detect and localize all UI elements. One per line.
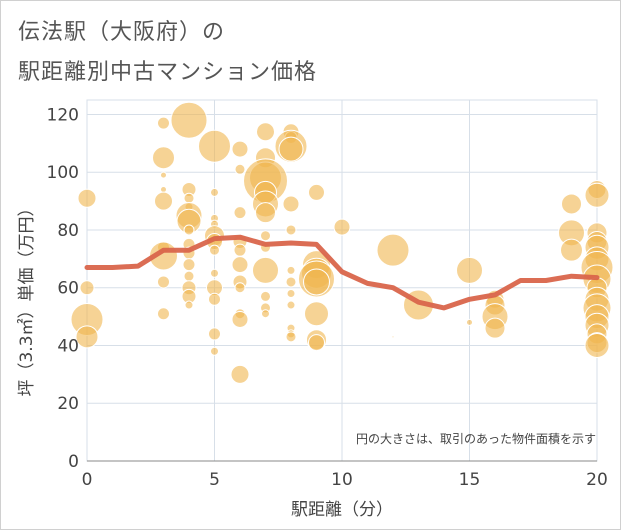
y-tick-label: 100 <box>47 163 79 183</box>
bubble-point <box>252 256 279 284</box>
bubble-point <box>170 101 208 139</box>
bubble-point <box>234 282 246 294</box>
bubble-point <box>157 275 170 289</box>
bubble-point <box>230 364 250 384</box>
bubble-point <box>198 129 231 163</box>
bubble-point <box>233 243 247 257</box>
bubble-point <box>466 318 473 326</box>
bubble-point <box>584 332 610 358</box>
bubble-point <box>182 258 196 272</box>
y-tick-label: 60 <box>57 279 79 299</box>
x-tick-label: 15 <box>459 470 481 490</box>
bubble-point <box>285 331 297 343</box>
bubble-point <box>77 188 97 208</box>
average-price-line <box>84 234 600 311</box>
bubble-point <box>256 122 275 142</box>
bubble-point <box>183 224 195 236</box>
bubble-point <box>183 270 195 282</box>
bubble-point <box>209 244 220 256</box>
bubble-point <box>210 268 219 278</box>
bubble-point <box>308 183 325 201</box>
chart-title-line-2: 駅距離別中古マンション価格 <box>18 60 318 85</box>
bubble-point <box>286 265 296 275</box>
size-annotation: 円の大きさは、取引のあった物件面積を示す <box>356 431 596 446</box>
chart-title-line-1: 伝法駅（大阪府）の <box>18 20 226 45</box>
bubble-point <box>560 238 583 262</box>
x-tick-label: 0 <box>82 470 93 490</box>
bubble-point <box>285 276 297 288</box>
bubble-point <box>260 230 271 242</box>
bubble-point <box>208 292 221 306</box>
bubble-point <box>160 171 167 179</box>
bubble-point <box>152 146 175 170</box>
bubble-point <box>333 218 351 236</box>
bubble-point <box>75 325 99 349</box>
bubble-point <box>286 300 296 310</box>
x-tick-label: 20 <box>586 470 608 490</box>
axis-layer: 0 20 40 60 80 100 120 0 5 10 15 20 <box>47 105 608 490</box>
bubble-point <box>282 195 300 213</box>
bubble-point <box>376 233 410 267</box>
y-tick-label: 40 <box>57 336 79 356</box>
y-tick-label: 0 <box>68 452 79 472</box>
bubble-point <box>208 327 221 341</box>
bubble-point <box>303 268 330 296</box>
x-tick-label: 5 <box>209 470 220 490</box>
line-layer <box>84 234 600 311</box>
bubble-point <box>157 116 170 130</box>
bubble-point <box>285 224 297 236</box>
bubble-point <box>231 140 249 158</box>
bubble-point <box>231 256 249 274</box>
bubble-point <box>79 280 95 296</box>
bubble-point <box>561 193 582 215</box>
bubble-point <box>183 192 195 204</box>
x-axis-title: 駅距離（分） <box>291 500 393 520</box>
bubble-point <box>260 290 271 302</box>
bubble-point <box>584 182 610 208</box>
x-tick-label: 10 <box>331 470 353 490</box>
bubble-point <box>231 310 249 328</box>
bubble-point <box>278 136 304 162</box>
bubble-point <box>484 317 506 339</box>
bubble-point <box>456 256 483 284</box>
bubble-point <box>308 334 325 352</box>
bubble-point <box>210 187 219 197</box>
bubble-point <box>255 202 276 224</box>
bubble-point <box>233 206 247 220</box>
bubble-point <box>184 300 194 310</box>
bubble-point <box>304 301 329 327</box>
bubble-point <box>286 288 296 298</box>
y-tick-label: 120 <box>47 105 79 125</box>
bubble-point <box>261 309 270 319</box>
bubble-point <box>157 307 170 321</box>
y-axis-title: 坪（3.3㎡）単価（万円） <box>17 199 37 396</box>
bubble-point <box>154 191 173 211</box>
bubble-point <box>210 346 219 356</box>
y-tick-label: 80 <box>57 221 79 241</box>
bubble-layer <box>70 101 614 384</box>
bubble-point <box>391 335 395 339</box>
y-tick-label: 20 <box>57 394 79 414</box>
bubble-point <box>234 163 246 175</box>
